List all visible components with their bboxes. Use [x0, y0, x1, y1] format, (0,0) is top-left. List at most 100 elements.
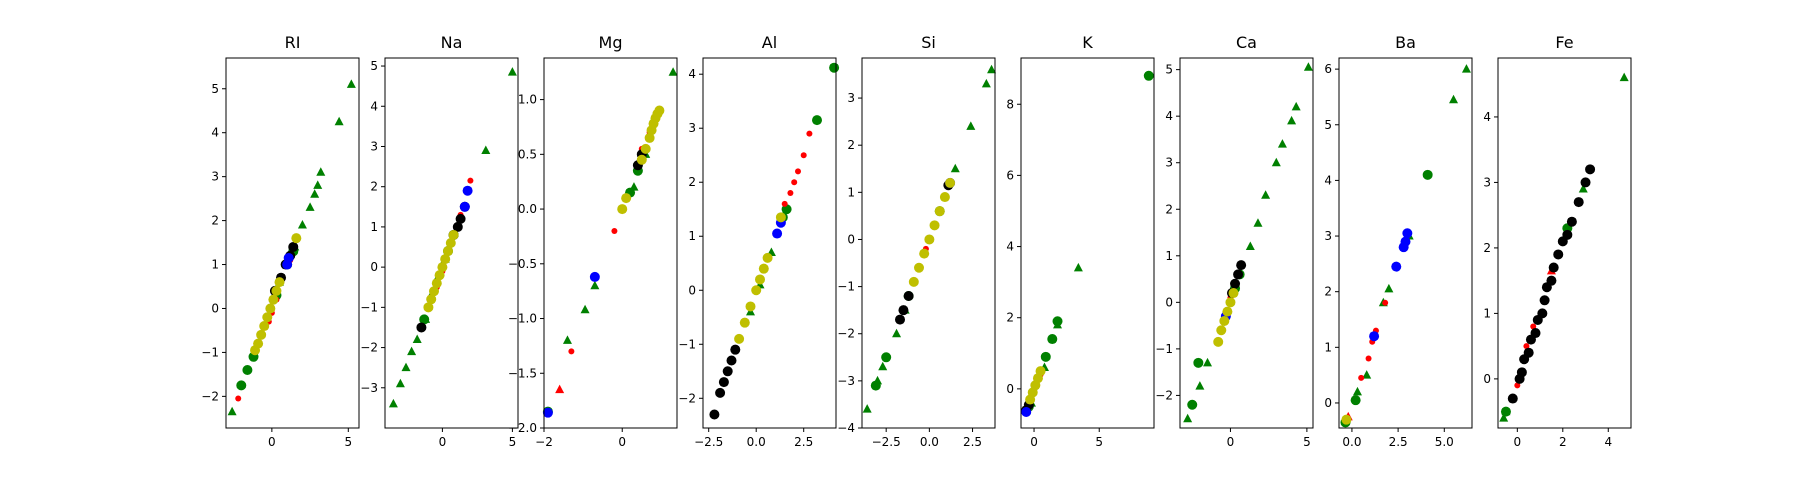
- data-point: [751, 285, 762, 296]
- data-point: [419, 314, 430, 325]
- data-point: [455, 213, 466, 224]
- data-point-triangle: [981, 78, 991, 88]
- data-point: [1391, 261, 1402, 272]
- data-point: [654, 105, 665, 116]
- data-point: [265, 303, 276, 314]
- x-tick-label: 5: [509, 435, 517, 449]
- x-tick-label: −2: [535, 435, 553, 449]
- y-tick-label: 0: [370, 260, 378, 274]
- data-point: [1193, 357, 1204, 368]
- data-point-triangle: [412, 334, 422, 344]
- axes-frame: [861, 57, 996, 429]
- data-point: [431, 278, 442, 289]
- data-point-triangle: [1461, 64, 1471, 73]
- data-point-triangle: [1303, 62, 1313, 71]
- data-point: [898, 305, 909, 316]
- axes-frame: [1179, 57, 1314, 429]
- data-points: [709, 62, 840, 420]
- data-point: [235, 395, 242, 402]
- y-tick-label: 0: [847, 232, 855, 246]
- data-point-triangle: [892, 328, 902, 338]
- data-point: [262, 312, 273, 323]
- data-point: [1219, 315, 1230, 326]
- data-point-triangle: [395, 378, 405, 388]
- y-tick-label: 8: [1006, 97, 1014, 111]
- data-point: [881, 352, 892, 363]
- data-point: [1040, 351, 1051, 362]
- y-tick-label: 0: [1006, 382, 1014, 396]
- data-point: [621, 193, 632, 204]
- data-point-triangle: [481, 145, 491, 154]
- data-point: [1213, 336, 1224, 347]
- data-point-triangle: [1245, 241, 1255, 250]
- axes-frame: [1020, 57, 1155, 429]
- data-point: [452, 221, 463, 232]
- data-point: [870, 380, 881, 391]
- data-point: [467, 177, 474, 184]
- data-point: [236, 380, 247, 391]
- data-point: [1516, 367, 1527, 378]
- data-point: [437, 262, 448, 273]
- data-point-triangle: [862, 404, 872, 413]
- data-point: [1143, 70, 1154, 81]
- subplot-ri: RI 0 5 −2 −1 0 1 2 3 4 5: [201, 33, 360, 449]
- data-point: [611, 227, 618, 234]
- data-points: [542, 67, 678, 418]
- data-points: [1183, 62, 1313, 423]
- data-point: [426, 294, 437, 305]
- y-tick-label: −2.0: [508, 421, 537, 435]
- data-point-triangle: [966, 121, 976, 130]
- y-tick-label: 5: [1165, 63, 1173, 77]
- data-point-triangle: [1271, 157, 1281, 167]
- data-point: [929, 220, 940, 231]
- data-point: [812, 115, 822, 126]
- data-point: [1507, 393, 1518, 404]
- y-tick-label: 2: [847, 138, 855, 152]
- data-point-triangle: [1578, 183, 1588, 193]
- y-tick-label: 4: [1324, 173, 1332, 187]
- axes-frame: [1497, 57, 1632, 429]
- x-tick-label: 4: [1604, 435, 1612, 449]
- y-tick-label: −1.0: [508, 312, 537, 326]
- y-tick-label: 0: [1483, 372, 1491, 386]
- data-point: [636, 154, 647, 165]
- data-point: [1187, 399, 1198, 410]
- data-point: [781, 200, 788, 207]
- data-point: [274, 277, 285, 288]
- data-point: [1553, 249, 1564, 260]
- data-point: [291, 233, 302, 244]
- data-points: [862, 64, 997, 413]
- data-point: [1052, 316, 1063, 327]
- data-point: [1230, 278, 1241, 289]
- y-tick-label: 2: [1006, 311, 1014, 325]
- data-point: [709, 409, 720, 420]
- x-tick-label: 5.0: [1435, 435, 1454, 449]
- data-point: [1365, 355, 1372, 362]
- x-tick-label: 0: [1227, 435, 1235, 449]
- data-point: [1539, 295, 1550, 306]
- data-point-triangle: [1073, 262, 1083, 272]
- y-tick-label: 2: [1324, 285, 1332, 299]
- subplot-title: Ba: [1395, 33, 1416, 52]
- data-point: [268, 294, 279, 305]
- data-point: [1562, 229, 1573, 240]
- data-points: [227, 79, 356, 416]
- data-point: [640, 143, 651, 154]
- y-tick-label: −0.5: [508, 257, 537, 271]
- data-point: [734, 333, 745, 344]
- data-point: [589, 271, 600, 282]
- data-point: [1350, 395, 1361, 406]
- y-tick-label: 1: [211, 258, 219, 272]
- data-point: [242, 364, 253, 375]
- data-point: [762, 252, 773, 263]
- data-point: [256, 329, 267, 340]
- y-tick-label: 6: [1324, 62, 1332, 76]
- x-tick-label: 5: [344, 435, 352, 449]
- data-point: [1035, 366, 1046, 377]
- data-point: [1222, 306, 1233, 317]
- data-point-triangle: [334, 116, 344, 126]
- data-point: [1573, 197, 1584, 208]
- data-point: [429, 286, 439, 297]
- data-point: [829, 62, 840, 73]
- subplot-title: Mg: [599, 33, 623, 52]
